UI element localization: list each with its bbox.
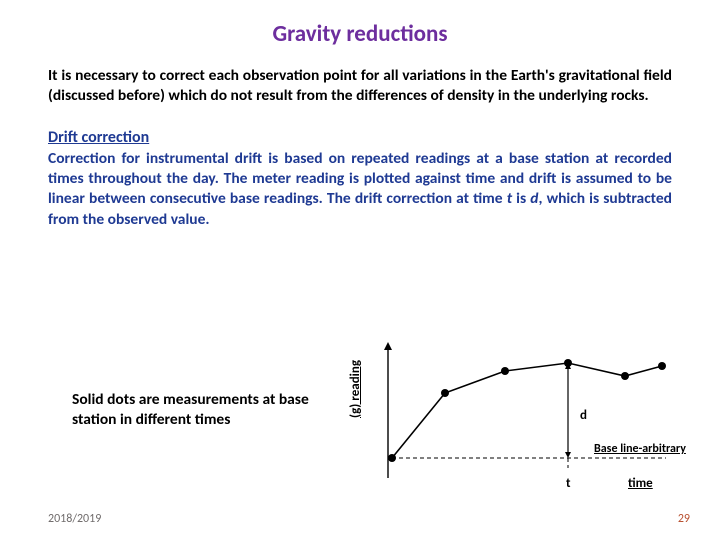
caption-area: Solid dots are measurements at base stat… bbox=[72, 390, 332, 430]
drift-chart: (g) reading d Base line-arbitrary t time bbox=[348, 338, 688, 498]
footer-date: 2018/2019 bbox=[48, 512, 101, 526]
d-label: d bbox=[580, 408, 587, 423]
chart-caption: Solid dots are measurements at base stat… bbox=[72, 390, 332, 430]
slide: Gravity reductions It is necessary to co… bbox=[0, 0, 720, 540]
intro-text: It is necessary to correct each observat… bbox=[48, 66, 672, 106]
time-axis-label: time bbox=[628, 476, 653, 491]
slide-number: 29 bbox=[678, 512, 690, 526]
t-label: t bbox=[566, 476, 571, 491]
baseline-label: Base line-arbitrary bbox=[594, 442, 686, 456]
chart-svg bbox=[370, 338, 670, 488]
drift-heading: Drift correction bbox=[48, 128, 149, 147]
drift-paragraph: Drift correction Correction for instrume… bbox=[48, 128, 672, 229]
y-axis-label: (g) reading bbox=[348, 360, 363, 418]
page-title: Gravity reductions bbox=[48, 20, 672, 48]
drift-body-mid: is bbox=[512, 189, 530, 208]
